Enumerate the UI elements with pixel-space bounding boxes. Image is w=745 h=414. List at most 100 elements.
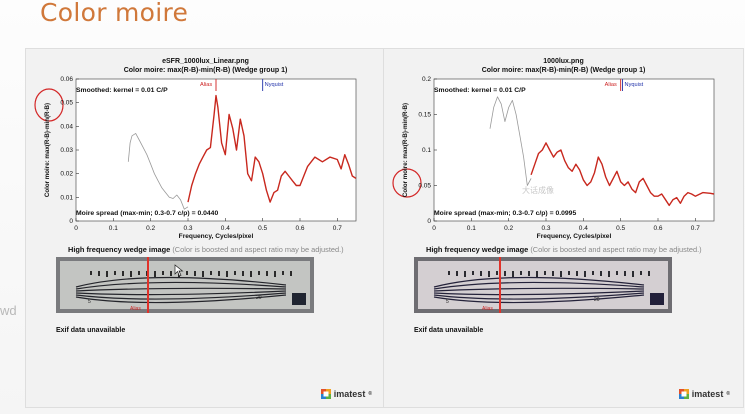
wedge-tick-marks xyxy=(448,271,650,277)
alias-label: Alias xyxy=(605,82,617,88)
report-panel-right: 1000lux.png Color moire: max(R-B)-min(R-… xyxy=(383,48,744,408)
wedge-tick xyxy=(624,271,626,276)
wedge-tick xyxy=(584,271,586,277)
x-tick-label: 0.7 xyxy=(691,225,700,232)
y-tick-label: 0.01 xyxy=(60,194,73,201)
wedge-tick xyxy=(234,271,236,275)
wedge-tick xyxy=(464,271,466,277)
wedge-image-right: Alias 5 20 xyxy=(414,257,672,313)
y-tick-label: 0 xyxy=(69,218,73,225)
wedge-tick xyxy=(560,271,562,277)
y-tick-label: 0 xyxy=(427,218,431,225)
x-tick-label: 0.3 xyxy=(183,225,192,232)
x-axis-label: Frequency, Cycles/pixel xyxy=(537,233,612,240)
wedge-tick xyxy=(114,271,116,275)
imatest-logo-reg: ® xyxy=(368,391,372,397)
side-text-fragment: wd xyxy=(0,303,17,318)
y-tick-label: 0.03 xyxy=(60,147,73,154)
wedge-tick xyxy=(520,271,522,275)
x-tick-label: 0.7 xyxy=(333,225,342,232)
nyquist-label: Nyquist xyxy=(265,82,284,88)
wedge-tick xyxy=(488,271,490,277)
wedge-tick xyxy=(632,271,634,277)
wedge-tick xyxy=(448,271,450,275)
wedge-tick xyxy=(640,271,642,275)
y-tick-label: 0.15 xyxy=(418,112,431,119)
x-tick-label: 0.5 xyxy=(258,225,267,232)
imatest-logo-text: imatest xyxy=(691,389,724,399)
x-axis-label: Frequency, Cycles/pixel xyxy=(179,233,254,240)
wedge-tick xyxy=(138,271,140,275)
wedge-tick xyxy=(250,271,252,277)
wedge-tick xyxy=(210,271,212,275)
plot-area xyxy=(75,78,357,222)
x-tick-label: 0.6 xyxy=(653,225,662,232)
wedge-tick xyxy=(480,271,482,276)
wedge-tick xyxy=(266,271,268,276)
wedge-tick xyxy=(122,271,124,276)
wedge-title: High frequency wedge image xyxy=(68,245,171,254)
wedge-tick xyxy=(202,271,204,277)
wedge-background xyxy=(418,261,668,309)
nyquist-label: Nyquist xyxy=(625,82,644,88)
wedge-tick xyxy=(154,271,156,277)
y-tick-label: 0.02 xyxy=(60,171,73,178)
imatest-logo-icon xyxy=(320,389,331,399)
y-tick-label: 0.04 xyxy=(60,123,73,130)
series-line-smoothed xyxy=(187,94,357,203)
wedge-alias-label: Alias xyxy=(482,306,493,312)
wedge-tick xyxy=(600,271,602,276)
wedge-tick xyxy=(226,271,228,277)
y-tick-label: 0.05 xyxy=(418,183,431,190)
wedge-number-5: 5 xyxy=(446,299,449,305)
wedge-tick xyxy=(504,271,506,276)
wedge-tick xyxy=(242,271,244,276)
x-tick-label: 0.2 xyxy=(146,225,155,232)
wedge-tick xyxy=(186,271,188,275)
wedge-background xyxy=(60,261,310,309)
wedge-tick xyxy=(258,271,260,275)
y-axis-label: Color moire: max(R-B)-min(R-B) xyxy=(44,103,51,197)
wedge-tick xyxy=(162,271,164,275)
wedge-tick xyxy=(170,271,172,276)
wedge-tick xyxy=(544,271,546,275)
wedge-tick xyxy=(98,271,100,276)
exif-note: Exif data unavailable xyxy=(56,327,126,334)
wedge-tick xyxy=(592,271,594,275)
x-tick-label: 0.2 xyxy=(504,225,513,232)
alias-label: Alias xyxy=(200,82,212,88)
wedge-tick xyxy=(106,271,108,277)
wedge-tick xyxy=(194,271,196,276)
wedge-lines xyxy=(433,276,645,304)
wedge-tick xyxy=(274,271,276,277)
series-line-raw xyxy=(127,133,189,210)
moire-spread-label: Moire spread (max-min; 0.3-0.7 c/p) = 0.… xyxy=(76,210,218,217)
wedge-tick xyxy=(568,271,570,275)
wedge-number-5: 5 xyxy=(88,299,91,305)
panel-subtitle: Color moire: max(R-B)-min(R-B) (Wedge gr… xyxy=(123,67,288,74)
exif-note: Exif data unavailable xyxy=(414,327,484,334)
wedge-note: (Color is boosted and aspect ratio may b… xyxy=(172,245,344,254)
wedge-tick xyxy=(282,271,284,275)
imatest-logo: imatest ® xyxy=(678,389,730,399)
wedge-tick xyxy=(536,271,538,277)
x-tick-label: 0.1 xyxy=(109,225,118,232)
panel-file-title: eSFR_1000lux_Linear.png xyxy=(162,58,249,65)
wedge-tick xyxy=(576,271,578,276)
x-tick-label: 0.1 xyxy=(467,225,476,232)
x-tick-label: 0.4 xyxy=(579,225,588,232)
wedge-tick xyxy=(496,271,498,275)
y-tick-label: 0.05 xyxy=(60,100,73,107)
series-line-raw xyxy=(489,96,532,186)
annotation-circle xyxy=(34,88,64,122)
wedge-tick xyxy=(648,271,650,276)
series-line-smoothed xyxy=(530,142,715,207)
wedge-tick xyxy=(90,271,92,275)
wedge-note: (Color is boosted and aspect ratio may b… xyxy=(530,245,702,254)
annotation-circle xyxy=(392,168,422,198)
wedge-tick xyxy=(472,271,474,275)
imatest-logo: imatest ® xyxy=(320,389,372,399)
slide-title: Color moire xyxy=(40,0,189,27)
wedge-lines xyxy=(75,276,287,304)
